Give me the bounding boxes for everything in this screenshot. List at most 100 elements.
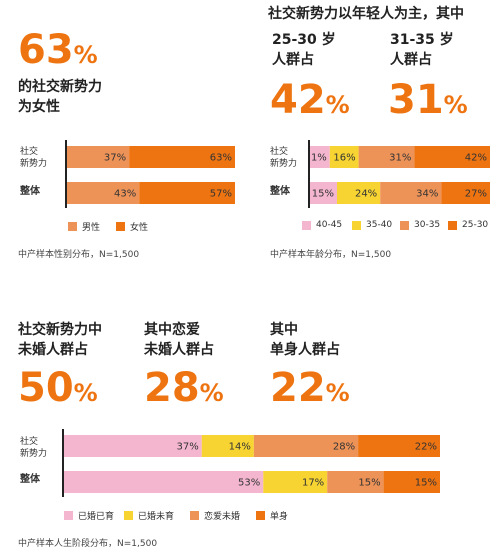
gender-bar-label-r0-s1: 63% bbox=[210, 153, 232, 164]
age-legend-40-45: 40-45 bbox=[302, 220, 342, 230]
life-legend-dating-swatch bbox=[190, 511, 199, 520]
gender-bar-r0-s1 bbox=[129, 146, 235, 168]
life-bar-label-r0-s2: 28% bbox=[333, 442, 355, 453]
gender-caption-line1: 的社交新势力 bbox=[18, 79, 102, 95]
gender-legend-female: 女性 bbox=[116, 220, 148, 233]
life-row-label-social: 社交 新势力 bbox=[20, 437, 48, 459]
life-legend-married-no-kids: 已婚未育 bbox=[124, 509, 174, 522]
age-group1-label-line1: 25-30 岁 bbox=[272, 32, 336, 48]
age-legend-35-40: 35-40 bbox=[352, 220, 392, 230]
gender-legend-female-label: 女性 bbox=[130, 223, 149, 233]
life-note: 中产样本人生阶段分布，N=1,500 bbox=[18, 539, 158, 549]
age-group2-big-number: 31% bbox=[388, 77, 468, 123]
age-bar-label-r0-s1: 16% bbox=[333, 153, 355, 164]
gender-legend-male-swatch bbox=[68, 222, 77, 231]
life-bar-label-r0-s0: 37% bbox=[177, 442, 199, 453]
life-legend-single-label: 单身 bbox=[270, 512, 289, 522]
life-legend-dating: 恋爱未婚 bbox=[190, 509, 240, 522]
age-row-label-social: 社交 新势力 bbox=[270, 147, 298, 169]
age-bar-r0-s1 bbox=[329, 146, 359, 168]
life-block1-line1: 社交新势力中 bbox=[18, 322, 102, 338]
age-legend-40-45-swatch bbox=[302, 220, 311, 230]
age-bar-r0-s0 bbox=[310, 146, 330, 168]
age-header: 社交新势力以年轻人为主，其中 bbox=[268, 6, 464, 22]
age-bar-r1-s2 bbox=[380, 182, 442, 204]
age-group1-label: 25-30 岁 人群占 bbox=[272, 30, 336, 70]
age-legend-30-35-swatch bbox=[400, 220, 409, 230]
life-block3-label: 其中 单身人群占 bbox=[270, 320, 340, 360]
life-bar-r1-s3 bbox=[383, 471, 440, 493]
life-chart: 37% 14% 28% 22% 53% 17% 15% 15% bbox=[64, 435, 440, 493]
gender-bar-label-r1-s1: 57% bbox=[210, 189, 232, 200]
gender-legend-male-label: 男性 bbox=[82, 223, 101, 233]
gender-chart: 37% 63% 43% 57% bbox=[67, 146, 235, 204]
age-bar-label-r0-s2: 31% bbox=[389, 153, 411, 164]
life-legend-married-kids: 已婚已育 bbox=[64, 509, 114, 522]
life-bar-label-r1-s2: 15% bbox=[358, 478, 380, 489]
life-bar-r0-s1 bbox=[201, 435, 254, 457]
life-bar-label-r0-s3: 22% bbox=[415, 442, 437, 453]
age-legend-25-30-label: 25-30 bbox=[462, 220, 489, 230]
age-bar-label-r1-s0: 15% bbox=[312, 189, 334, 200]
age-group1-label-line2: 人群占 bbox=[272, 52, 314, 68]
life-legend-single-swatch bbox=[256, 511, 265, 520]
life-block3-line2: 单身人群占 bbox=[270, 342, 340, 358]
life-block2-label: 其中恋爱 未婚人群占 bbox=[144, 320, 214, 360]
life-row-label-overall: 整体 bbox=[20, 474, 40, 485]
life-legend-married-no-kids-label: 已婚未育 bbox=[138, 512, 175, 522]
life-block3-big-number: 22% bbox=[270, 365, 350, 411]
gender-bar-r1-s1 bbox=[139, 182, 235, 204]
life-legend-married-kids-swatch bbox=[64, 511, 73, 520]
life-axis bbox=[62, 429, 64, 497]
age-note: 中产样本年龄分布，N=1,500 bbox=[270, 250, 392, 260]
age-legend-30-35: 30-35 bbox=[400, 220, 440, 230]
gender-row-label-overall: 整体 bbox=[20, 186, 40, 197]
gender-caption: 的社交新势力 为女性 bbox=[18, 77, 102, 117]
age-bar-r1-s0 bbox=[310, 182, 337, 204]
gender-bar-label-r0-s0: 37% bbox=[104, 153, 126, 164]
life-legend-married-no-kids-swatch bbox=[124, 511, 133, 520]
age-chart: 11% 16% 31% 42% 15% 24% 34% 27% bbox=[310, 146, 490, 204]
life-block1-label: 社交新势力中 未婚人群占 bbox=[18, 320, 102, 360]
life-block1-big-number: 50% bbox=[18, 365, 98, 411]
life-bar-r1-s2 bbox=[327, 471, 384, 493]
life-bar-r0-s2 bbox=[253, 435, 359, 457]
age-group2-label: 31-35 岁 人群占 bbox=[390, 30, 454, 70]
gender-caption-line2: 为女性 bbox=[18, 99, 60, 115]
gender-bar-r1-s0 bbox=[67, 182, 140, 204]
life-block2-line1: 其中恋爱 bbox=[144, 322, 200, 338]
life-bar-r0-s3 bbox=[358, 435, 440, 457]
gender-note: 中产样本性别分布，N=1,500 bbox=[18, 250, 140, 260]
age-bar-label-r0-s3: 42% bbox=[465, 153, 487, 164]
age-group2-label-line1: 31-35 岁 bbox=[390, 32, 454, 48]
age-legend-25-30: 25-30 bbox=[448, 220, 488, 230]
life-bar-label-r1-s0: 53% bbox=[238, 478, 260, 489]
age-axis bbox=[308, 140, 310, 208]
life-bar-label-r1-s3: 15% bbox=[415, 478, 437, 489]
age-group2-label-line2: 人群占 bbox=[390, 52, 432, 68]
age-bar-label-r1-s1: 24% bbox=[355, 189, 377, 200]
age-row-label-overall: 整体 bbox=[270, 186, 290, 197]
age-bar-r1-s1 bbox=[337, 182, 381, 204]
life-bar-label-r0-s1: 14% bbox=[229, 442, 251, 453]
age-bar-label-r1-s2: 34% bbox=[416, 189, 438, 200]
age-legend-40-45-label: 40-45 bbox=[316, 220, 343, 230]
life-legend-dating-label: 恋爱未婚 bbox=[204, 512, 241, 522]
age-group1-big-number: 42% bbox=[270, 77, 350, 123]
life-legend-single: 单身 bbox=[256, 509, 288, 522]
gender-bar-r0-s0 bbox=[67, 146, 130, 168]
life-block2-line2: 未婚人群占 bbox=[144, 342, 214, 358]
life-block2-big-number: 28% bbox=[144, 365, 224, 411]
age-bar-label-r1-s3: 27% bbox=[465, 189, 487, 200]
gender-big-number: 63% bbox=[18, 27, 98, 73]
age-legend-35-40-swatch bbox=[352, 220, 361, 230]
age-legend-30-35-label: 30-35 bbox=[414, 220, 441, 230]
life-block1-line2: 未婚人群占 bbox=[18, 342, 88, 358]
life-bar-r0-s0 bbox=[64, 435, 202, 457]
gender-legend-female-swatch bbox=[116, 222, 125, 231]
life-bar-r1-s0 bbox=[64, 471, 264, 493]
age-bar-label-r0-s0: 11% bbox=[310, 153, 327, 164]
age-bar-r0-s2 bbox=[358, 146, 415, 168]
life-block3-line1: 其中 bbox=[270, 322, 298, 338]
age-bar-r0-s3 bbox=[414, 146, 490, 168]
